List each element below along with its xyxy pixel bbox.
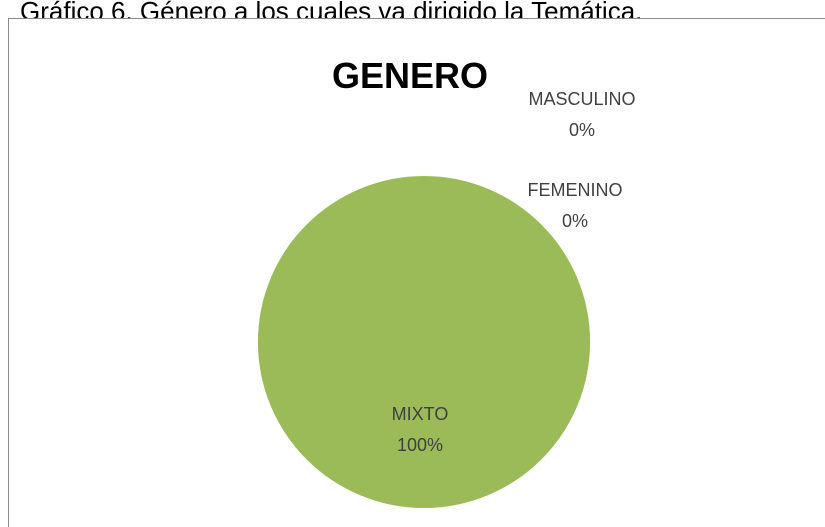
slice-value-label: 100% [397, 435, 443, 455]
slice-category-label: FEMENINO [527, 180, 622, 200]
slice-value-label: 0% [562, 211, 588, 231]
slice-category-label: MASCULINO [528, 89, 635, 109]
pie-slice [257, 175, 591, 509]
slice-value-label: 0% [569, 120, 595, 140]
data-labels: MASCULINO 0% FEMENINO 0% MIXTO 100% [392, 89, 636, 455]
pie [257, 175, 591, 509]
slice-category-label: MIXTO [392, 404, 449, 424]
chart-title: GENERO [332, 55, 488, 96]
